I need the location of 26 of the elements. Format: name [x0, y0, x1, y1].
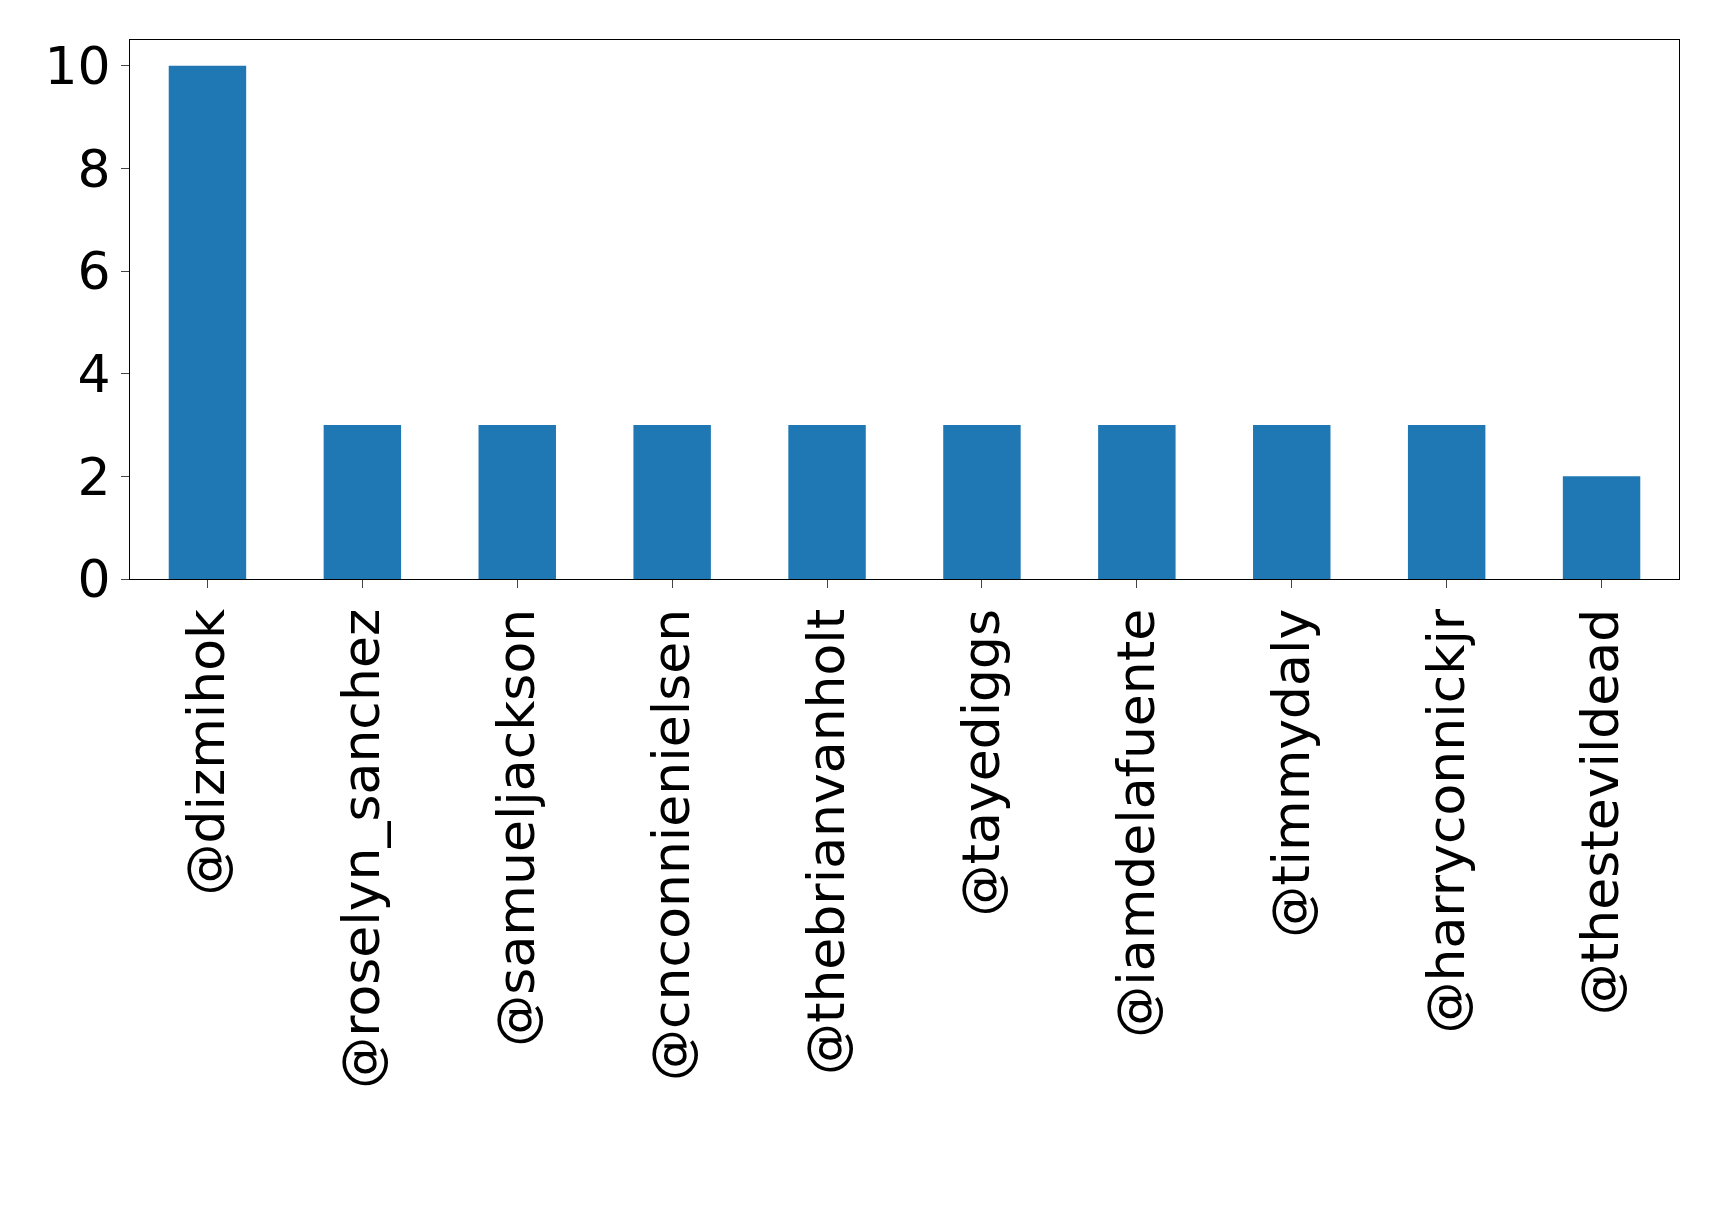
- y-tick-label: 0: [77, 549, 111, 610]
- bar: [633, 425, 711, 579]
- x-tick-label: @roselyn_sanchez: [331, 608, 392, 1089]
- x-tick-label: @thebrianvanholt: [795, 608, 856, 1075]
- bar: [1562, 476, 1641, 579]
- bar: [943, 425, 1021, 579]
- y-tick-label: 6: [77, 241, 111, 302]
- bar: [478, 425, 556, 579]
- x-tick-label: @dizmihok: [176, 608, 237, 896]
- y-tick-label: 4: [77, 343, 111, 404]
- x-tick-label: @iamdelafuente: [1105, 608, 1166, 1038]
- bar: [1098, 425, 1176, 579]
- x-tick-label: @cnconnienielsen: [641, 608, 702, 1081]
- bar: [323, 425, 402, 579]
- bar: [1407, 425, 1486, 579]
- bar: [168, 65, 247, 579]
- x-tick-label: @samueljackson: [486, 608, 547, 1047]
- bar: [1253, 425, 1331, 579]
- y-tick-label: 10: [44, 35, 111, 96]
- x-tick-label: @thestevildead: [1570, 608, 1631, 1016]
- x-tick-label: @timmydaly: [1260, 608, 1321, 938]
- x-tick-label: @harryconnickjr: [1415, 608, 1476, 1034]
- y-tick-label: 8: [77, 138, 111, 199]
- x-tick-label: @tayediggs: [950, 608, 1011, 917]
- bar: [788, 425, 866, 579]
- y-tick-label: 2: [77, 446, 111, 507]
